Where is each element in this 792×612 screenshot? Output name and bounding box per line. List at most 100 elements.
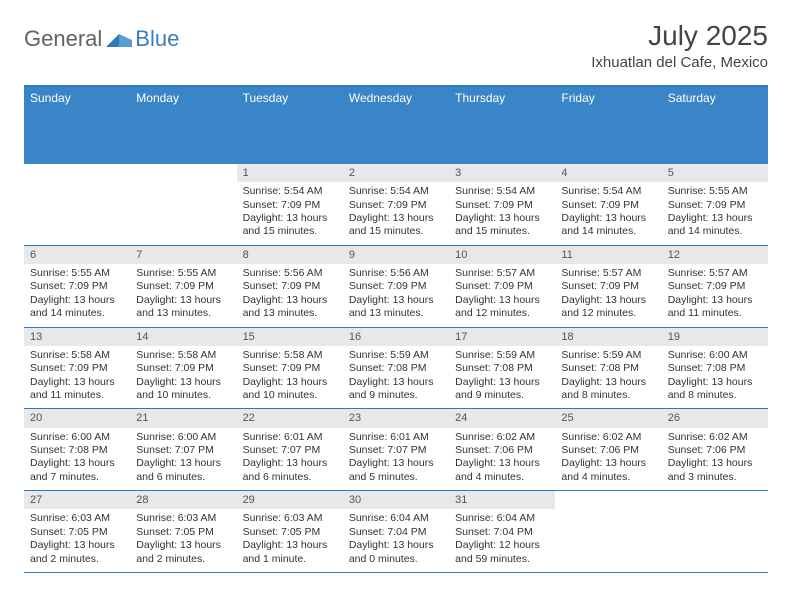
day-number: 30: [343, 491, 449, 509]
day-line: Sunset: 7:04 PM: [349, 526, 443, 539]
day-cell: 14Sunrise: 5:58 AMSunset: 7:09 PMDayligh…: [130, 328, 236, 409]
day-line: Sunrise: 6:03 AM: [30, 512, 124, 525]
day-body: Sunrise: 5:57 AMSunset: 7:09 PMDaylight:…: [449, 264, 555, 327]
day-line: Sunrise: 5:56 AM: [349, 267, 443, 280]
day-line: Daylight: 13 hours and 10 minutes.: [243, 376, 337, 403]
week-row: 6Sunrise: 5:55 AMSunset: 7:09 PMDaylight…: [24, 246, 768, 328]
day-line: Sunrise: 5:59 AM: [561, 349, 655, 362]
day-line: Sunrise: 6:04 AM: [349, 512, 443, 525]
day-line: Daylight: 13 hours and 13 minutes.: [136, 294, 230, 321]
day-line: Sunrise: 6:00 AM: [136, 431, 230, 444]
day-line: Sunrise: 5:55 AM: [136, 267, 230, 280]
day-cell: 21Sunrise: 6:00 AMSunset: 7:07 PMDayligh…: [130, 409, 236, 490]
day-line: Daylight: 13 hours and 3 minutes.: [668, 457, 762, 484]
day-line: Daylight: 13 hours and 12 minutes.: [455, 294, 549, 321]
day-line: Sunrise: 6:01 AM: [349, 431, 443, 444]
day-number: 4: [555, 164, 661, 182]
day-line: Sunrise: 6:01 AM: [243, 431, 337, 444]
day-line: Sunset: 7:09 PM: [136, 362, 230, 375]
day-line: Sunrise: 5:55 AM: [668, 185, 762, 198]
day-line: Sunset: 7:08 PM: [668, 362, 762, 375]
day-cell: 12Sunrise: 5:57 AMSunset: 7:09 PMDayligh…: [662, 246, 768, 327]
day-body: Sunrise: 6:01 AMSunset: 7:07 PMDaylight:…: [343, 428, 449, 491]
title-block: July 2025 Ixhuatlan del Cafe, Mexico: [591, 20, 768, 71]
day-cell: 28Sunrise: 6:03 AMSunset: 7:05 PMDayligh…: [130, 491, 236, 572]
day-number: 27: [24, 491, 130, 509]
day-body: Sunrise: 5:58 AMSunset: 7:09 PMDaylight:…: [24, 346, 130, 409]
day-cell: 31Sunrise: 6:04 AMSunset: 7:04 PMDayligh…: [449, 491, 555, 572]
day-line: Daylight: 13 hours and 4 minutes.: [561, 457, 655, 484]
day-body: Sunrise: 5:54 AMSunset: 7:09 PMDaylight:…: [555, 182, 661, 245]
day-line: Sunrise: 6:02 AM: [668, 431, 762, 444]
day-line: Sunrise: 5:57 AM: [561, 267, 655, 280]
day-line: Sunrise: 5:57 AM: [668, 267, 762, 280]
day-number: 15: [237, 328, 343, 346]
day-cell: 5Sunrise: 5:55 AMSunset: 7:09 PMDaylight…: [662, 164, 768, 245]
day-line: Sunset: 7:06 PM: [455, 444, 549, 457]
day-cell: 3Sunrise: 5:54 AMSunset: 7:09 PMDaylight…: [449, 164, 555, 245]
day-line: Sunrise: 5:54 AM: [243, 185, 337, 198]
day-body: Sunrise: 5:55 AMSunset: 7:09 PMDaylight:…: [662, 182, 768, 245]
day-cell: 19Sunrise: 6:00 AMSunset: 7:08 PMDayligh…: [662, 328, 768, 409]
day-number: 2: [343, 164, 449, 182]
day-number: [662, 491, 768, 509]
day-header-row: SundayMondayTuesdayWednesdayThursdayFrid…: [24, 87, 768, 164]
day-line: Sunset: 7:09 PM: [668, 199, 762, 212]
day-line: Daylight: 13 hours and 4 minutes.: [455, 457, 549, 484]
day-number: 13: [24, 328, 130, 346]
day-cell: 26Sunrise: 6:02 AMSunset: 7:06 PMDayligh…: [662, 409, 768, 490]
day-line: Sunrise: 5:58 AM: [243, 349, 337, 362]
day-line: Sunset: 7:09 PM: [30, 280, 124, 293]
day-cell: 29Sunrise: 6:03 AMSunset: 7:05 PMDayligh…: [237, 491, 343, 572]
day-body: Sunrise: 5:58 AMSunset: 7:09 PMDaylight:…: [130, 346, 236, 409]
day-cell: 11Sunrise: 5:57 AMSunset: 7:09 PMDayligh…: [555, 246, 661, 327]
day-body: Sunrise: 6:01 AMSunset: 7:07 PMDaylight:…: [237, 428, 343, 491]
day-cell: 22Sunrise: 6:01 AMSunset: 7:07 PMDayligh…: [237, 409, 343, 490]
day-body: Sunrise: 5:57 AMSunset: 7:09 PMDaylight:…: [555, 264, 661, 327]
day-body: Sunrise: 5:54 AMSunset: 7:09 PMDaylight:…: [449, 182, 555, 245]
day-cell: 1Sunrise: 5:54 AMSunset: 7:09 PMDaylight…: [237, 164, 343, 245]
day-line: Sunrise: 6:00 AM: [30, 431, 124, 444]
day-line: Daylight: 13 hours and 0 minutes.: [349, 539, 443, 566]
day-line: Sunset: 7:07 PM: [136, 444, 230, 457]
day-number: 28: [130, 491, 236, 509]
day-line: Sunrise: 5:54 AM: [455, 185, 549, 198]
day-line: Sunset: 7:09 PM: [243, 280, 337, 293]
day-number: 23: [343, 409, 449, 427]
day-body: Sunrise: 5:58 AMSunset: 7:09 PMDaylight:…: [237, 346, 343, 409]
day-line: Daylight: 13 hours and 12 minutes.: [561, 294, 655, 321]
day-line: Sunset: 7:04 PM: [455, 526, 549, 539]
day-number: 11: [555, 246, 661, 264]
day-number: 8: [237, 246, 343, 264]
day-cell: 7Sunrise: 5:55 AMSunset: 7:09 PMDaylight…: [130, 246, 236, 327]
day-header: Friday: [555, 87, 661, 164]
day-number: 19: [662, 328, 768, 346]
day-cell: 15Sunrise: 5:58 AMSunset: 7:09 PMDayligh…: [237, 328, 343, 409]
day-body: Sunrise: 6:04 AMSunset: 7:04 PMDaylight:…: [343, 509, 449, 572]
day-line: Sunrise: 5:59 AM: [455, 349, 549, 362]
day-line: Daylight: 13 hours and 15 minutes.: [455, 212, 549, 239]
day-line: Daylight: 13 hours and 7 minutes.: [30, 457, 124, 484]
day-line: Sunset: 7:08 PM: [455, 362, 549, 375]
day-cell: 16Sunrise: 5:59 AMSunset: 7:08 PMDayligh…: [343, 328, 449, 409]
day-line: Sunset: 7:08 PM: [349, 362, 443, 375]
day-line: Sunrise: 5:57 AM: [455, 267, 549, 280]
day-body: Sunrise: 6:03 AMSunset: 7:05 PMDaylight:…: [24, 509, 130, 572]
day-cell: 24Sunrise: 6:02 AMSunset: 7:06 PMDayligh…: [449, 409, 555, 490]
day-header: Saturday: [662, 87, 768, 164]
location-subtitle: Ixhuatlan del Cafe, Mexico: [591, 54, 768, 71]
week-row: 20Sunrise: 6:00 AMSunset: 7:08 PMDayligh…: [24, 409, 768, 491]
day-line: Sunrise: 5:54 AM: [561, 185, 655, 198]
day-cell: 10Sunrise: 5:57 AMSunset: 7:09 PMDayligh…: [449, 246, 555, 327]
day-cell: 23Sunrise: 6:01 AMSunset: 7:07 PMDayligh…: [343, 409, 449, 490]
day-line: Daylight: 13 hours and 6 minutes.: [243, 457, 337, 484]
day-line: Sunrise: 6:02 AM: [455, 431, 549, 444]
day-body: Sunrise: 6:00 AMSunset: 7:08 PMDaylight:…: [24, 428, 130, 491]
day-body: Sunrise: 5:55 AMSunset: 7:09 PMDaylight:…: [24, 264, 130, 327]
day-line: Sunrise: 6:03 AM: [243, 512, 337, 525]
day-line: Daylight: 13 hours and 15 minutes.: [349, 212, 443, 239]
header: General Blue July 2025 Ixhuatlan del Caf…: [24, 20, 768, 71]
day-header: Tuesday: [237, 87, 343, 164]
day-line: Daylight: 13 hours and 13 minutes.: [349, 294, 443, 321]
day-line: Daylight: 13 hours and 15 minutes.: [243, 212, 337, 239]
